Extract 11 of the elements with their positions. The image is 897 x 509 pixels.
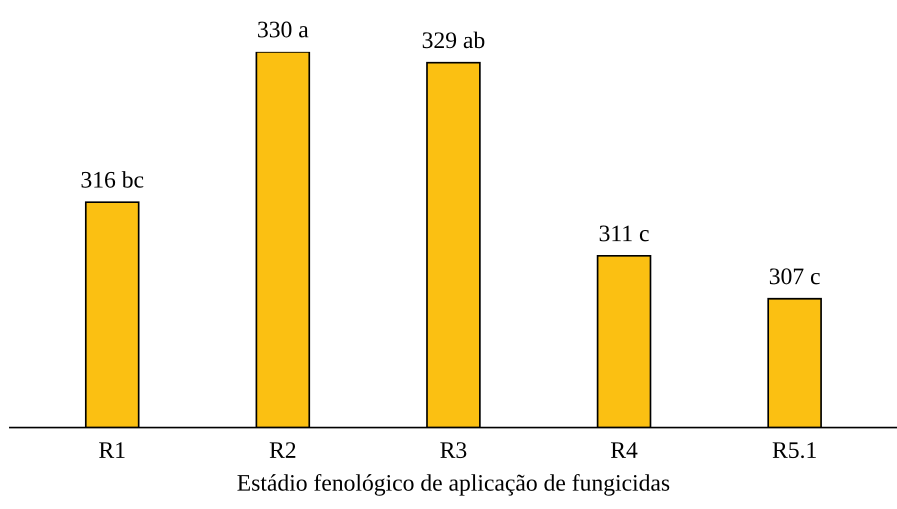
data-label: 329 ab bbox=[422, 32, 484, 48]
data-label: 311 c bbox=[600, 226, 649, 242]
data-label: 330 a bbox=[258, 22, 308, 38]
x-axis-title: Estádio fenológico de aplicação de fungicidas bbox=[237, 474, 670, 496]
data-label: 307 c bbox=[770, 268, 820, 284]
x-tick-label: R4 bbox=[610, 442, 638, 458]
x-tick-label: R5.1 bbox=[772, 442, 816, 458]
x-tick-label: R2 bbox=[270, 442, 296, 458]
x-tick-label: R3 bbox=[440, 442, 466, 458]
data-label: 316 bc bbox=[82, 171, 144, 188]
x-tick-label: R1 bbox=[99, 442, 125, 458]
